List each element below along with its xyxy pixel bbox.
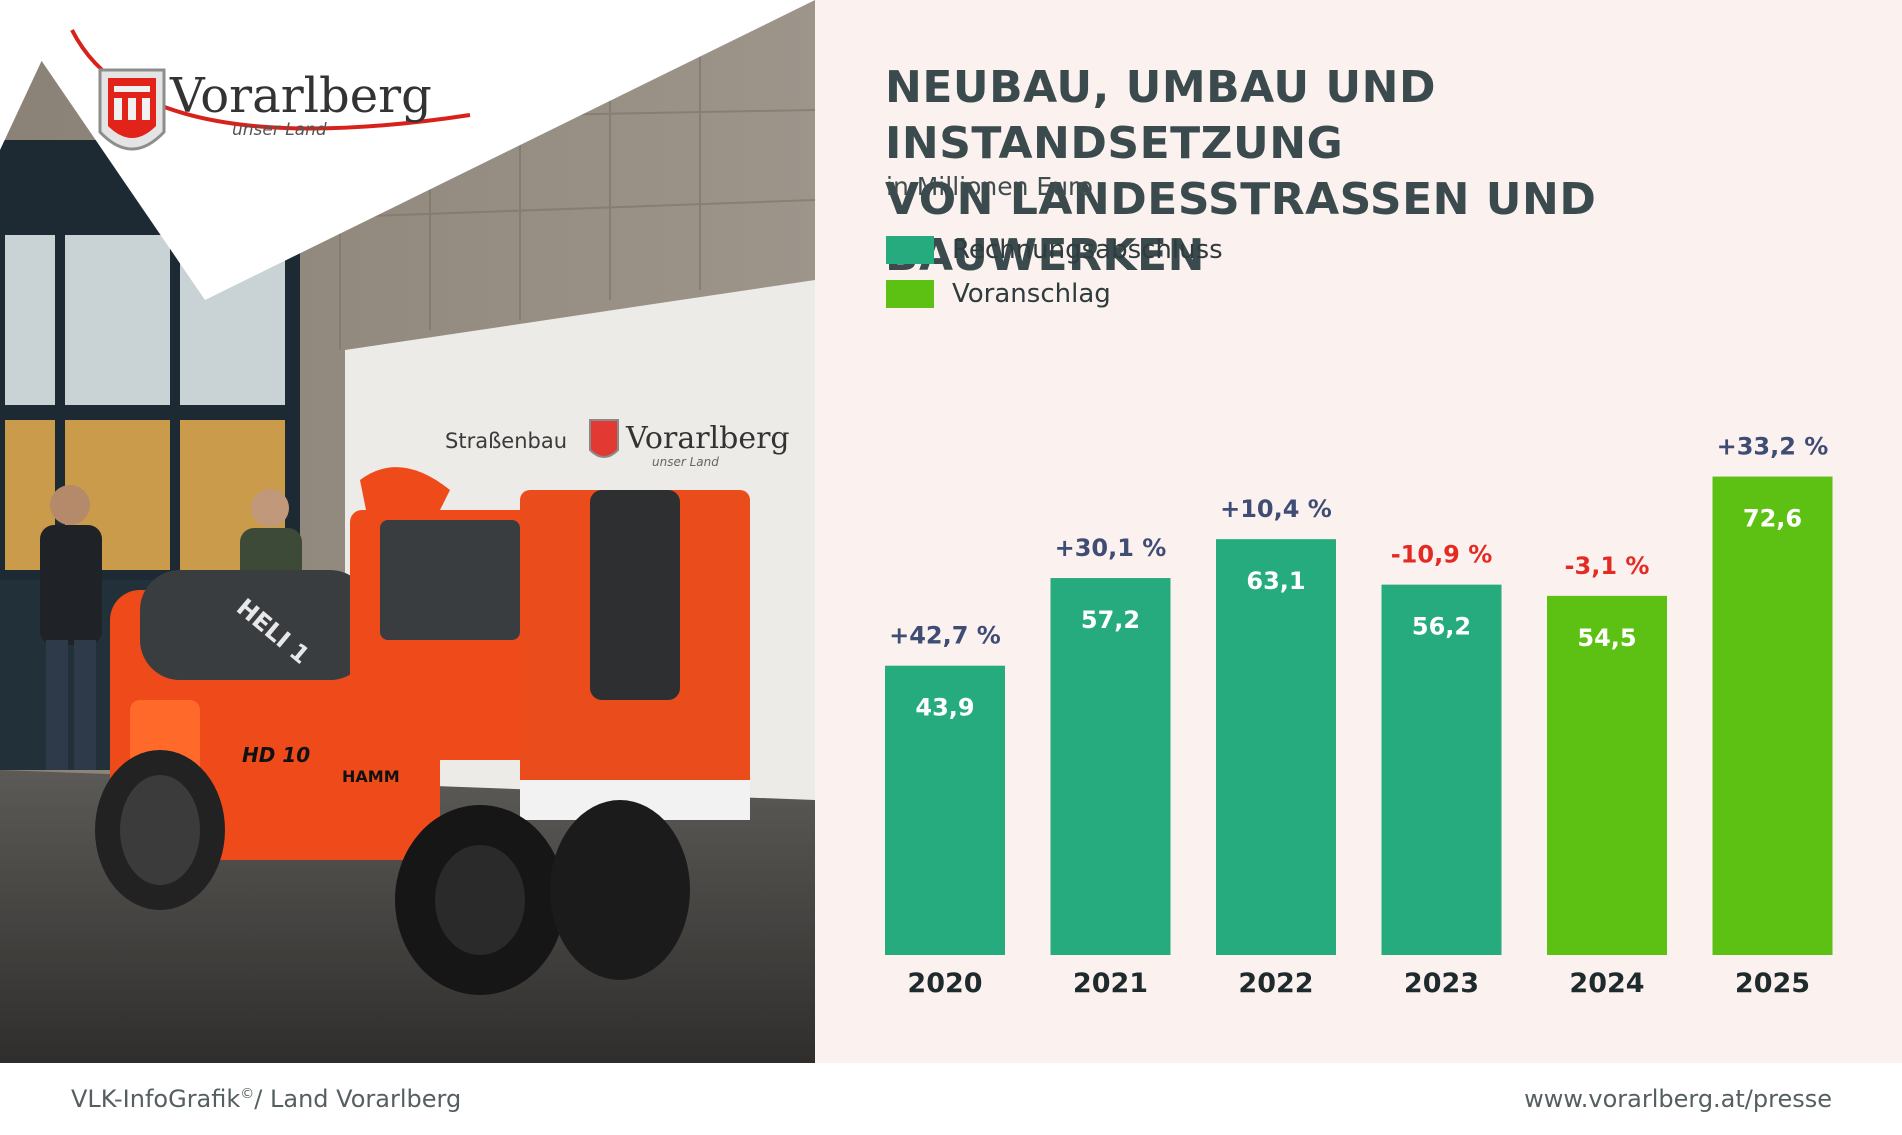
x-tick-label-2023: 2023 — [1404, 968, 1479, 999]
sign-coat-of-arms — [589, 419, 619, 458]
logo-overlay — [0, 0, 815, 300]
bar-value-label-2022: 63,1 — [1246, 567, 1305, 595]
footer: VLK-InfoGrafik©/ Land Vorarlberg www.vor… — [0, 1063, 1902, 1135]
road-roller: HD 10 HAMM HELI 1 — [95, 467, 750, 995]
x-tick-label-2024: 2024 — [1569, 968, 1644, 999]
bar-value-label-2024: 54,5 — [1577, 624, 1636, 652]
legend-item-rechnungsabschluss: Rechnungsabschluss — [886, 235, 1223, 265]
legend-swatch-rechnungsabschluss — [886, 236, 934, 264]
chart-subtitle: in Millionen Euro — [886, 172, 1094, 201]
bar-change-label-2020: +42,7 % — [889, 622, 1001, 650]
sign-tagline: unser Land — [652, 455, 719, 469]
chart-title: NEUBAU, UMBAU UND INSTANDSETZUNG VON LAN… — [885, 62, 1597, 281]
legend-item-voranschlag: Voranschlag — [886, 279, 1223, 309]
bar-2023 — [1381, 584, 1502, 955]
roller-seat — [590, 490, 680, 700]
bar-change-label-2024: -3,1 % — [1565, 552, 1650, 580]
chart-panel: NEUBAU, UMBAU UND INSTANDSETZUNG VON LAN… — [815, 0, 1902, 1063]
bar-2020 — [885, 665, 1005, 955]
footer-credit-name: VLK-InfoGrafik — [71, 1085, 241, 1113]
footer-credit: VLK-InfoGrafik©/ Land Vorarlberg — [71, 1085, 461, 1113]
bar-change-label-2021: +30,1 % — [1055, 534, 1167, 562]
person-left — [40, 485, 102, 770]
x-tick-label-2021: 2021 — [1073, 968, 1148, 999]
bar-change-label-2022: +10,4 % — [1220, 495, 1332, 523]
bar-change-label-2025: +33,2 % — [1717, 433, 1829, 461]
machine-maker: HAMM — [342, 767, 400, 786]
bar-2021 — [1050, 578, 1171, 955]
footer-credit-suffix: / Land Vorarlberg — [254, 1085, 462, 1113]
legend-label-voranschlag: Voranschlag — [952, 279, 1111, 309]
coat-of-arms-logo — [98, 68, 166, 151]
bar-value-label-2023: 56,2 — [1412, 613, 1471, 641]
x-tick-label-2022: 2022 — [1238, 968, 1313, 999]
road-roller-photo: Straßenbau Vorarlberg unser Land HD 10 H… — [0, 0, 815, 1063]
x-tick-label-2025: 2025 — [1735, 968, 1810, 999]
bar-value-label-2021: 57,2 — [1081, 606, 1140, 634]
logo-swoosh — [70, 29, 471, 131]
sign-text: Straßenbau — [445, 429, 567, 453]
bar-2022 — [1216, 539, 1336, 955]
bar-value-label-2020: 43,9 — [915, 694, 974, 722]
legend-label-rechnungsabschluss: Rechnungsabschluss — [952, 235, 1223, 265]
bar-2024 — [1547, 595, 1667, 955]
bar-change-label-2023: -10,9 % — [1391, 541, 1493, 569]
bar-value-label-2025: 72,6 — [1743, 505, 1802, 533]
bar-2025 — [1712, 476, 1833, 955]
chart-legend: Rechnungsabschluss Voranschlag — [886, 235, 1223, 323]
legend-swatch-voranschlag — [886, 280, 934, 308]
machine-label: HD 10 — [242, 743, 310, 767]
brand-name: Vorarlberg — [169, 68, 432, 124]
bar-chart: 43,9 +42,7 % 2020 57,2 +30,1 % 2021 63,1 +10,4 … — [885, 433, 1833, 999]
footer-credit-mark: © — [240, 1086, 255, 1102]
sign-brand: Vorarlberg — [625, 421, 790, 456]
brand-tagline: unser Land — [232, 120, 327, 140]
x-tick-label-2020: 2020 — [907, 968, 982, 999]
footer-url: www.vorarlberg.at/presse — [1524, 1085, 1832, 1113]
photo-panel: Straßenbau Vorarlberg unser Land HD 10 H… — [0, 0, 815, 1063]
